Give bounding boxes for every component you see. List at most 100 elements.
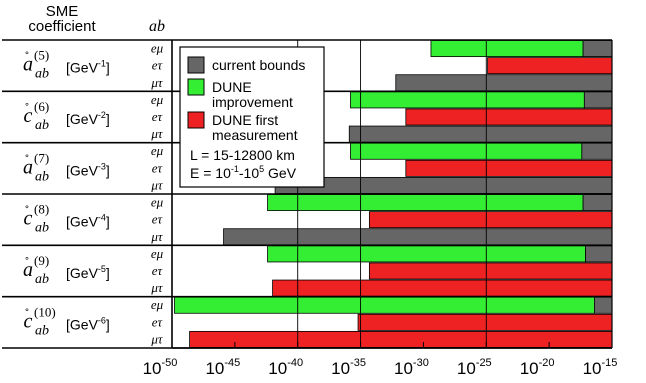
bar-current-bound (583, 91, 613, 109)
bars-layer (174, 40, 613, 348)
flavor-labels: eμ eτ μτ eμ eτ μτ eμ eτ μτ eμ eτ μτ eμ eτ μτ eμ eτ μτ (150, 41, 164, 347)
flavor-label: μτ (150, 126, 164, 141)
legend-swatch-first (187, 111, 205, 129)
x-tick-exponent: -40 (287, 357, 303, 369)
x-tick-label: 10-30 (394, 357, 429, 378)
coefficient-unit: [GeV-5] (66, 264, 110, 281)
coefficient-dimension: (8) (34, 202, 49, 217)
bar-current-bound (582, 40, 613, 58)
coefficient-dimension: (6) (34, 99, 49, 114)
flavor-label: eτ (152, 263, 164, 278)
bar-first-measurement (189, 330, 613, 348)
legend-label-current: current bounds (212, 57, 305, 73)
coefficient-symbol: a (23, 54, 33, 76)
x-tick-exponent: -25 (476, 357, 492, 369)
header-flavor: ab (149, 18, 165, 35)
flavor-label: eμ (151, 195, 164, 210)
bar-current-bound (594, 296, 613, 314)
coefficient-dimension: (9) (34, 253, 49, 268)
bar-current-bound (348, 125, 613, 143)
legend-swatch-improvement (187, 78, 205, 96)
x-tick-exponent: -20 (539, 357, 555, 369)
flavor-label: eμ (151, 246, 164, 261)
legend-energy-exp1: -1 (231, 164, 239, 174)
flavor-label: eτ (152, 109, 164, 124)
unit-bracket: ] (106, 214, 110, 230)
coefficient-ring: ˚ (25, 256, 30, 271)
coefficient-ring: ˚ (25, 102, 30, 117)
legend-energy-exp2: 5 (259, 164, 264, 174)
x-tick-label: 10-50 (143, 357, 178, 378)
coefficient-subscript: ab (35, 67, 49, 82)
coefficient-ring: ˚ (25, 205, 30, 220)
flavor-label: μτ (150, 177, 164, 192)
header-coefficient: coefficient (28, 18, 96, 35)
coefficient-unit: [GeV-4] (66, 213, 110, 230)
bar-current-bound (274, 176, 613, 194)
bar-current-bound (585, 245, 613, 263)
bar-improvement (350, 142, 583, 160)
coefficient-unit: [GeV-1] (66, 59, 110, 76)
flavor-label: μτ (150, 280, 164, 295)
x-tick-exponent: -15 (602, 357, 618, 369)
coefficient-ring: ˚ (25, 51, 30, 66)
plot-frame (2, 39, 613, 349)
bar-current-bound (582, 194, 613, 212)
flavor-label: eτ (152, 160, 164, 175)
coefficient-dimension: (10) (34, 304, 56, 319)
unit-bracket: ] (106, 60, 110, 76)
x-tick-exponent: -50 (162, 357, 178, 369)
unit-exponent: -1 (98, 59, 106, 69)
header-sme: SME (46, 3, 79, 20)
x-tick-label: 10-25 (457, 357, 492, 378)
x-tick-label: 10-35 (331, 357, 366, 378)
legend-energy-unit: GeV (264, 165, 297, 181)
legend-energy: E = 10-1-105 GeV (190, 164, 297, 181)
coefficient-symbol: a (23, 156, 33, 178)
x-tick-label: 10-40 (268, 357, 303, 378)
coefficient-unit: [GeV-3] (66, 161, 110, 178)
coefficient-ring: ˚ (25, 153, 30, 168)
bar-improvement (430, 40, 584, 58)
unit-bracket: ] (106, 162, 110, 178)
legend-energy-mid: -10 (239, 165, 259, 181)
legend-swatch-current (187, 56, 205, 74)
unit-exponent: -6 (98, 315, 106, 325)
coefficient-subscript: ab (35, 323, 49, 338)
unit-exponent: -2 (98, 110, 106, 120)
unit-bracket: ] (106, 265, 110, 281)
bar-first-measurement (405, 159, 613, 177)
x-tick-label: 10-20 (520, 357, 555, 378)
flavor-label: μτ (150, 331, 164, 346)
bar-current-bound (223, 228, 613, 246)
coefficient-dimension: (7) (34, 150, 49, 165)
bar-improvement (267, 245, 586, 263)
flavor-label: eτ (152, 314, 164, 329)
unit-bracket: ] (106, 316, 110, 332)
bar-first-measurement (357, 313, 613, 331)
unit-bracket: ] (106, 111, 110, 127)
bar-current-bound (581, 142, 613, 160)
bar-first-measurement (368, 262, 613, 280)
flavor-label: μτ (150, 75, 164, 90)
bar-first-measurement (272, 279, 613, 297)
bar-first-measurement (368, 211, 613, 229)
flavor-label: eτ (152, 58, 164, 73)
coefficient-subscript: ab (35, 118, 49, 133)
coefficient-unit: [GeV-6] (66, 315, 110, 332)
bar-improvement (174, 296, 595, 314)
flavor-label: eτ (152, 212, 164, 227)
coefficient-subscript: ab (35, 272, 49, 287)
coefficient-symbol: c (24, 310, 33, 332)
x-tick-label: 10-45 (205, 357, 240, 378)
flavor-label: eμ (151, 143, 164, 158)
flavor-label: eμ (151, 92, 164, 107)
coefficient-subscript: ab (35, 221, 49, 236)
x-tick-label: 10-15 (583, 357, 618, 378)
coefficient-subscript: ab (35, 169, 49, 184)
bar-first-measurement (487, 57, 613, 75)
coefficient-symbol: c (24, 105, 33, 127)
coefficient-ring: ˚ (25, 307, 30, 322)
legend-label-first: DUNE first (212, 112, 278, 128)
